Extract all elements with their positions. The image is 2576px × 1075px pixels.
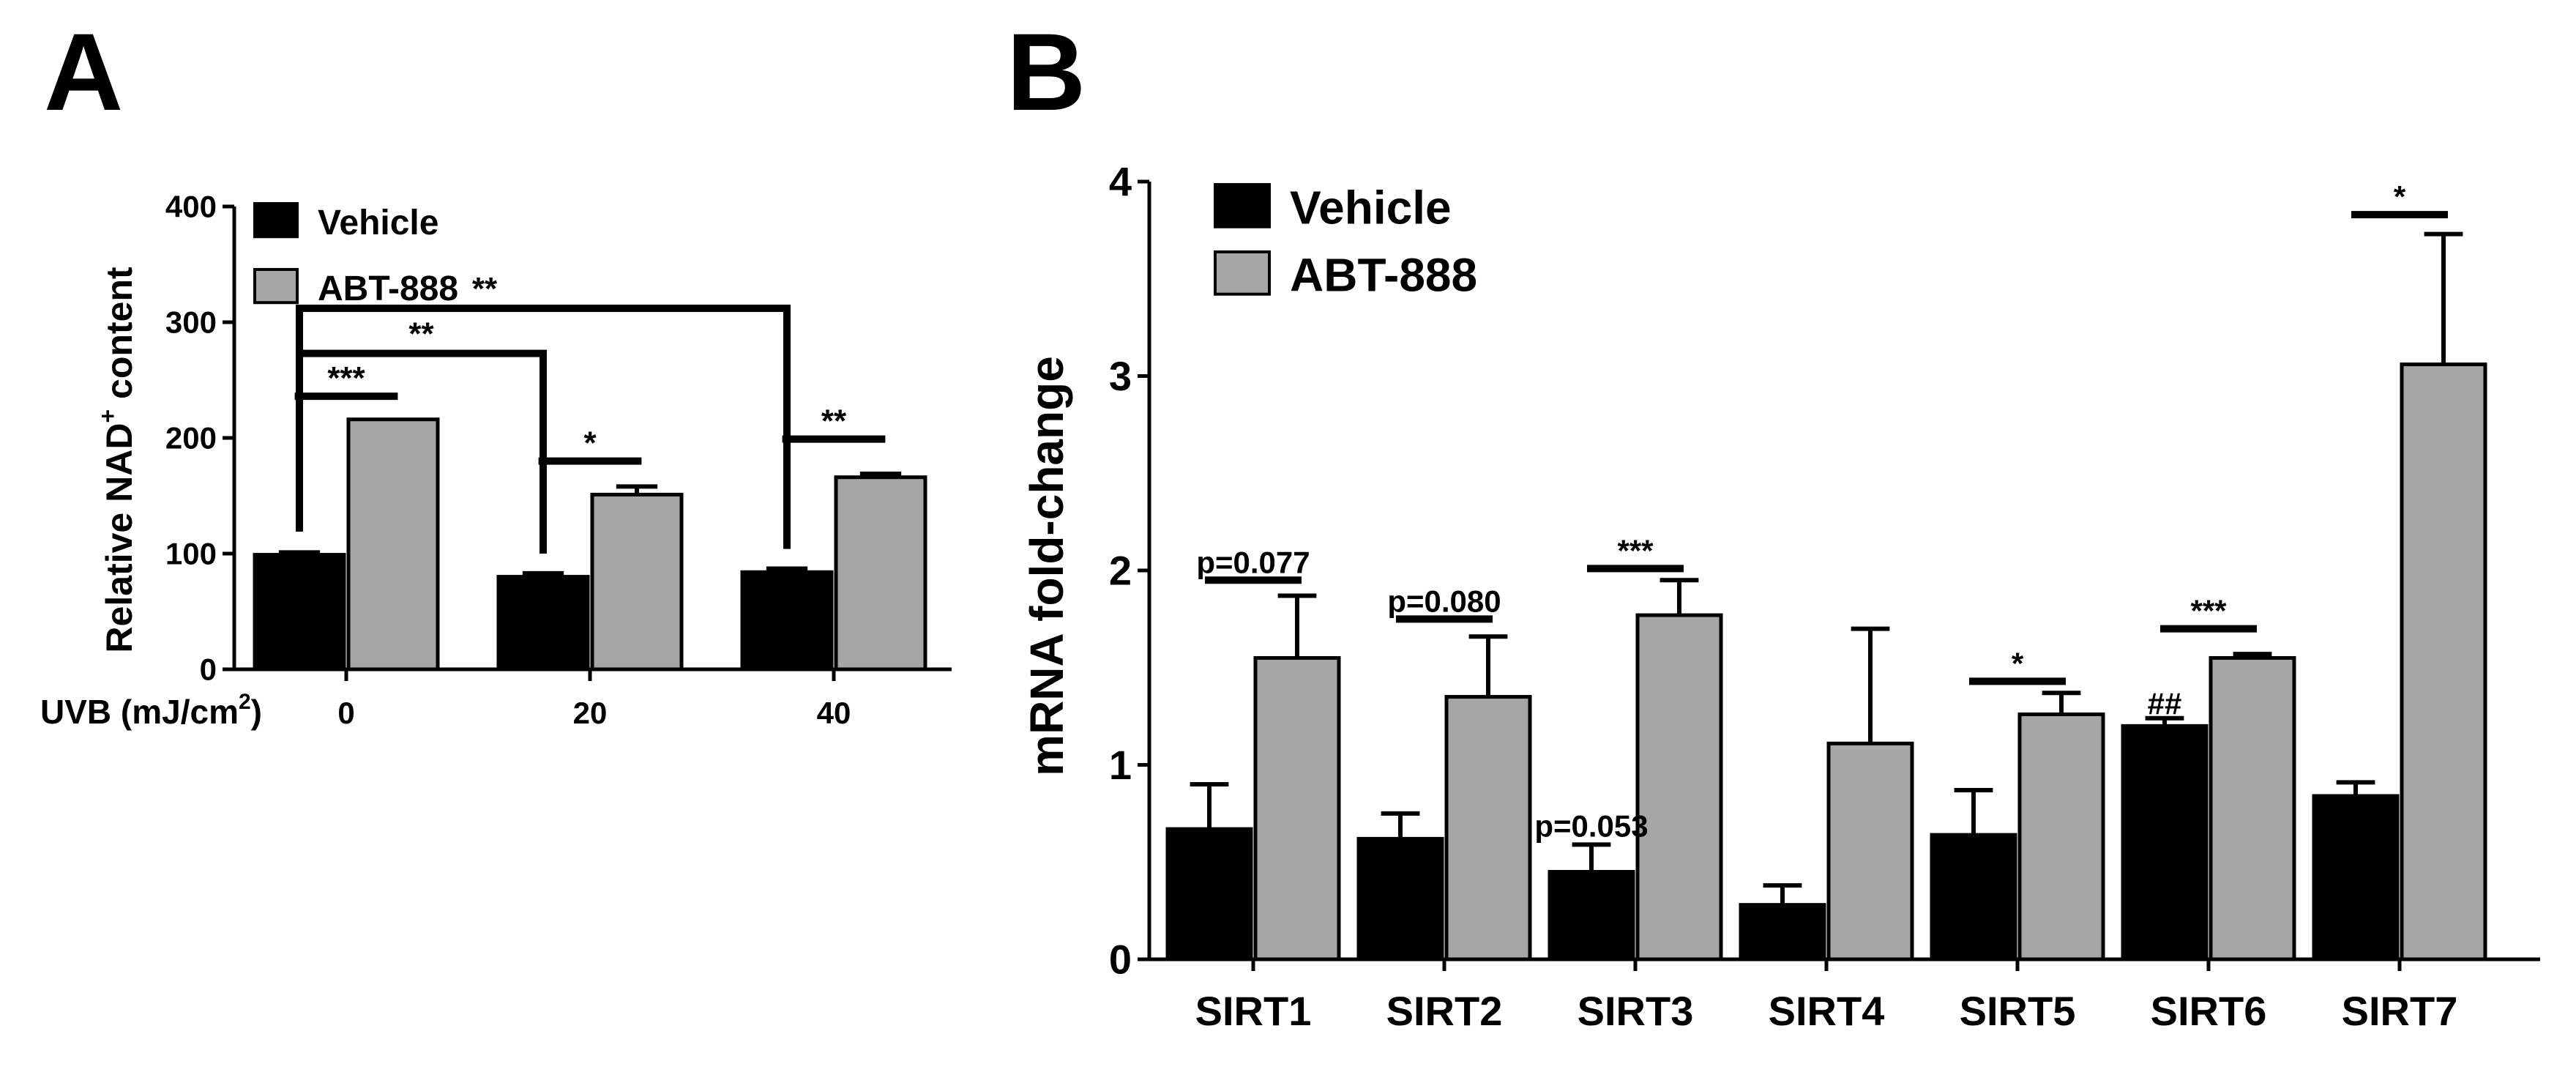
chart-b-y-tick-label: 1 — [1109, 742, 1132, 788]
chart-b-bar-vehicle — [2121, 724, 2209, 961]
chart-b-bar-vehicle — [1356, 836, 1444, 961]
chart-a-bar-vehicle — [740, 570, 834, 672]
chart-a-x-tick-label: 40 — [817, 696, 851, 730]
chart-b-bar-abt888 — [2017, 712, 2105, 961]
chart-a-x-tick-label: 20 — [573, 696, 608, 730]
chart-b-significance-label: * — [2394, 179, 2406, 214]
chart-b-legend-label: Vehicle — [1290, 181, 1452, 234]
chart-b-significance-label: p=0.077 — [1196, 545, 1310, 579]
chart-a-bar-abt888 — [590, 492, 684, 672]
chart-b-significance-label: p=0.080 — [1387, 584, 1501, 618]
chart-a-significance-label: ** — [408, 316, 434, 352]
chart-b-significance-label: *** — [2190, 594, 2227, 628]
chart-b-bar-vehicle — [1930, 833, 2017, 961]
chart-b-annotation-label: ## — [2148, 686, 2182, 721]
chart-a-y-tick-label: 200 — [165, 421, 217, 455]
chart-a-bar-vehicle — [496, 575, 590, 672]
chart-b-x-tick-label: SIRT5 — [1960, 988, 2076, 1034]
chart-a-x-axis-label: UVB (mJ/cm2) — [40, 690, 262, 731]
chart-b-annotation-label: p=0.053 — [1534, 809, 1648, 844]
chart-b-bar-abt888 — [1635, 613, 1723, 961]
chart-a-y-tick-label: 0 — [200, 652, 217, 687]
chart-b-y-tick-label: 0 — [1109, 937, 1132, 983]
chart-a-y-axis-label: Relative NAD+ content — [94, 267, 140, 652]
panel-label-a: A — [44, 10, 123, 133]
chart-a-bar-abt888 — [834, 475, 927, 672]
chart-a-bar-abt888 — [346, 417, 440, 672]
chart-b-x-tick-label: SIRT2 — [1386, 988, 1503, 1034]
chart-a-y-tick-label: 100 — [165, 537, 217, 571]
chart-b-significance-label: *** — [1617, 533, 1654, 568]
chart-a-x-tick-label: 0 — [337, 696, 354, 730]
chart-b-y-axis-label: mRNA fold-change — [1020, 356, 1073, 776]
chart-b-y-tick-label: 3 — [1109, 353, 1132, 399]
chart-b-y-tick-label: 4 — [1109, 159, 1132, 205]
chart-b-x-tick-label: SIRT1 — [1195, 988, 1312, 1034]
chart-a-legend-label: ABT-888 — [318, 269, 458, 308]
chart-b-bar-vehicle — [2312, 794, 2400, 961]
chart-b-bar-abt888 — [2209, 655, 2296, 961]
chart-b-x-tick-label: SIRT7 — [2342, 988, 2458, 1034]
chart-b: 0 1 2 3 4 SIRT1 SIRT2 SIRT3 SIRT4 SIRT5 SIRT6 SIRT7… — [1109, 159, 2540, 1034]
chart-a-y-tick-label: 400 — [165, 190, 217, 224]
chart-b-legend-label: ABT-888 — [1290, 248, 1477, 301]
chart-a-comparison-bracket — [296, 305, 791, 549]
chart-b-legend-swatch — [1214, 250, 1271, 296]
chart-b-x-tick-label: SIRT3 — [1578, 988, 1694, 1034]
chart-b-legend-swatch — [1214, 183, 1271, 228]
chart-b-bar-vehicle — [1165, 827, 1253, 961]
chart-a-legend-swatch — [253, 268, 299, 305]
chart-b-bar-vehicle — [1548, 870, 1635, 961]
chart-a-legend-swatch — [253, 202, 299, 239]
chart-b-bar-vehicle — [1739, 903, 1826, 961]
chart-a-significance-label: *** — [327, 360, 365, 396]
chart-b-bar-abt888 — [1253, 655, 1341, 961]
chart-b-bar-abt888 — [2400, 362, 2487, 961]
chart-b-y-tick-label: 2 — [1109, 548, 1132, 594]
panel-label-b: B — [1007, 10, 1086, 133]
chart-a-significance-label: ** — [821, 403, 847, 439]
chart-b-bar-abt888 — [1444, 695, 1532, 961]
chart-a-y-tick-label: 300 — [165, 305, 217, 340]
chart-b-significance-label: * — [2012, 646, 2024, 680]
chart-a-legend-label: Vehicle — [318, 204, 438, 242]
chart-a-significance-label: ** — [472, 271, 498, 307]
chart-b-x-tick-label: SIRT6 — [2151, 988, 2267, 1034]
chart-a-bar-vehicle — [253, 553, 346, 672]
chart-b-bar-abt888 — [1826, 741, 1914, 961]
chart-a-significance-label: * — [583, 425, 597, 461]
chart-b-x-tick-label: SIRT4 — [1769, 988, 1885, 1034]
